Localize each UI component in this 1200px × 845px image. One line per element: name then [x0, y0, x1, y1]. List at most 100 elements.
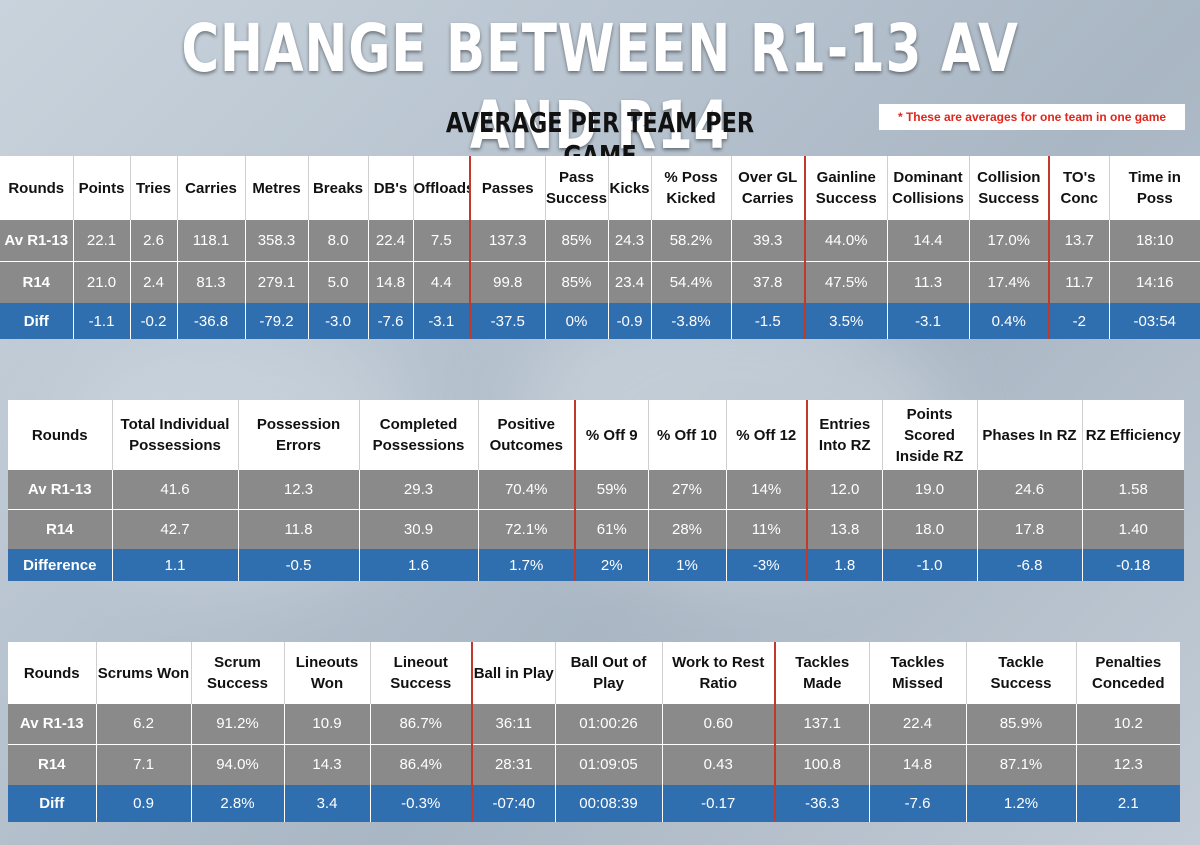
table-cell: -1.5: [730, 303, 805, 339]
table-cell: 137.1: [774, 704, 869, 745]
table-cell: 118.1: [176, 220, 245, 262]
table-cell: 1.58: [1081, 470, 1184, 510]
column-header: Pass Success: [544, 156, 608, 220]
table-cell: 30.9: [358, 509, 478, 549]
table-cell: 7.1: [95, 744, 191, 785]
table-cell: 01:09:05: [554, 744, 662, 785]
table-cell: 70.4%: [477, 470, 575, 510]
column-header: Offloads: [412, 156, 470, 220]
table-cell: 2.6: [129, 220, 177, 262]
row-label: R14: [8, 744, 96, 785]
table-cell: 1.1: [111, 549, 238, 581]
column-header: Dominant Collisions: [886, 156, 969, 220]
table-row: Diff 0.9 2.8% 3.4 -0.3% -07:40 00:08:39 -0.17 -3…: [8, 785, 1180, 822]
table-cell: 11.3: [886, 261, 969, 303]
table-cell: 94.0%: [190, 744, 284, 785]
table-cell: 2%: [574, 549, 648, 581]
table-cell: 18:10: [1108, 220, 1200, 262]
table-cell: 22.4: [367, 220, 413, 262]
column-header: RZ Efficiency: [1081, 400, 1184, 470]
table-cell: 17.8: [976, 509, 1082, 549]
table-cell: 4.4: [412, 261, 470, 303]
table-cell: -0.17: [661, 785, 775, 822]
table-cell: -3.8%: [650, 303, 731, 339]
table-cell: 1.8: [806, 549, 882, 581]
table-cell: 17.4%: [968, 261, 1049, 303]
table-cell: 279.1: [244, 261, 308, 303]
table-cell: 36:11: [471, 704, 555, 745]
column-header: Work to Rest Ratio: [661, 642, 775, 704]
column-header: Rounds: [8, 642, 96, 704]
column-header: Collision Success: [968, 156, 1049, 220]
row-label: Av R1-13: [8, 704, 96, 745]
column-header: % Off 10: [647, 400, 726, 470]
column-header: Total Individual Possessions: [111, 400, 238, 470]
row-label: Diff: [0, 303, 73, 339]
table-cell: -3%: [725, 549, 807, 581]
table-cell: -2: [1048, 303, 1109, 339]
table-cell: 61%: [574, 509, 648, 549]
table-cell: 14.3: [283, 744, 370, 785]
table-cell: 3.4: [283, 785, 370, 822]
table-cell: -37.5: [469, 303, 545, 339]
table-cell: -0.9: [607, 303, 651, 339]
row-label: Av R1-13: [0, 220, 73, 262]
table-cell: 14%: [725, 470, 807, 510]
set-piece-stats-table: Rounds Scrums Won Scrum Success Lineouts Wo…: [8, 642, 1180, 822]
column-header: Kicks: [607, 156, 651, 220]
column-header: Lineout Success: [369, 642, 472, 704]
column-header: Tackle Success: [965, 642, 1076, 704]
column-header: Scrum Success: [190, 642, 284, 704]
table-cell: -7.6: [367, 303, 413, 339]
table-row: Difference 1.1 -0.5 1.6 1.7% 2% 1% -3% 1.8 -1.0 -6…: [8, 549, 1184, 581]
table-cell: 24.6: [976, 470, 1082, 510]
row-label: R14: [8, 509, 112, 549]
column-header: Points Scored Inside RZ: [881, 400, 977, 470]
column-header: Phases In RZ: [976, 400, 1082, 470]
column-header: Rounds: [8, 400, 112, 470]
table-cell: 11.7: [1048, 261, 1109, 303]
table-cell: 1.7%: [477, 549, 575, 581]
column-header: DB's: [367, 156, 413, 220]
table-cell: -0.3%: [369, 785, 472, 822]
table-cell: -0.2: [129, 303, 177, 339]
table-cell: 100.8: [774, 744, 869, 785]
table-cell: 54.4%: [650, 261, 731, 303]
table-row: R14 7.1 94.0% 14.3 86.4% 28:31 01:09:05 0.43 100…: [8, 744, 1180, 785]
column-header: Lineouts Won: [283, 642, 370, 704]
column-header: Tackles Missed: [868, 642, 966, 704]
column-header: Entries Into RZ: [806, 400, 882, 470]
table-cell: -3.1: [886, 303, 969, 339]
table-cell: -03:54: [1108, 303, 1200, 339]
table-cell: 28:31: [471, 744, 555, 785]
column-header: Ball Out of Play: [554, 642, 662, 704]
page-title: CHANGE BETWEEN R1-13 AV AND R14: [181, 10, 1019, 164]
table-cell: 28%: [647, 509, 726, 549]
table-row: R14 21.0 2.4 81.3 279.1 5.0 14.8 4.4 99.8 85% 23.4…: [0, 261, 1200, 303]
table-cell: 39.3: [730, 220, 805, 262]
table-cell: 13.7: [1048, 220, 1109, 262]
table-cell: 358.3: [244, 220, 308, 262]
table-cell: 00:08:39: [554, 785, 662, 822]
table-cell: 19.0: [881, 470, 977, 510]
table-cell: 44.0%: [804, 220, 887, 262]
table-cell: 01:00:26: [554, 704, 662, 745]
table-cell: 0.60: [661, 704, 775, 745]
table-cell: 14.4: [886, 220, 969, 262]
table-row: Av R1-13 6.2 91.2% 10.9 86.7% 36:11 01:00:26 0.…: [8, 704, 1180, 745]
table-cell: 0.9: [95, 785, 191, 822]
table-cell: 59%: [574, 470, 648, 510]
column-header: Completed Possessions: [358, 400, 478, 470]
row-label: R14: [0, 261, 73, 303]
column-header: % Poss Kicked: [650, 156, 731, 220]
table-row: Diff -1.1 -0.2 -36.8 -79.2 -3.0 -7.6 -3.1 -37.5 0…: [0, 303, 1200, 339]
table-cell: 8.0: [307, 220, 368, 262]
table-cell: -3.1: [412, 303, 470, 339]
table-row: Av R1-13 41.6 12.3 29.3 70.4% 59% 27% 14% 12.0 19…: [8, 470, 1184, 510]
table-cell: -0.18: [1081, 549, 1184, 581]
table-row: Av R1-13 22.1 2.6 118.1 358.3 8.0 22.4 7.5 137.3…: [0, 220, 1200, 262]
table-cell: 47.5%: [804, 261, 887, 303]
table-cell: -36.3: [774, 785, 869, 822]
table-cell: -0.5: [237, 549, 359, 581]
table-cell: 0.4%: [968, 303, 1049, 339]
